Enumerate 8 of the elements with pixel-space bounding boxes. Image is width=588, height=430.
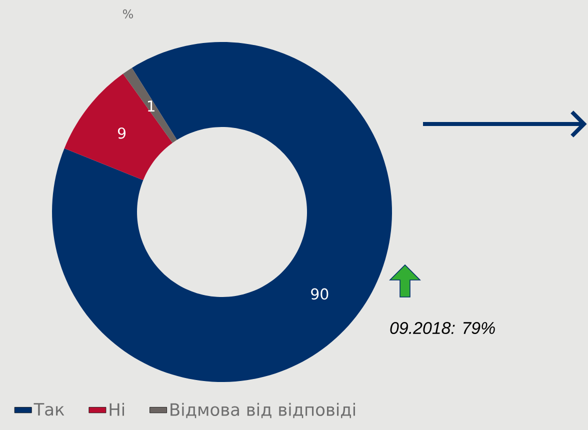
data-label: 90 (311, 288, 328, 300)
legend-label: Ні (110, 402, 124, 416)
legend-label: Відмова від відповіді (170, 402, 355, 418)
text: 09.2018: 79% (390, 322, 495, 334)
data-label: 9 (118, 127, 126, 139)
chart-title: % (122, 9, 134, 18)
data-label: 1 (148, 100, 154, 112)
legend-label: Так (34, 403, 64, 416)
